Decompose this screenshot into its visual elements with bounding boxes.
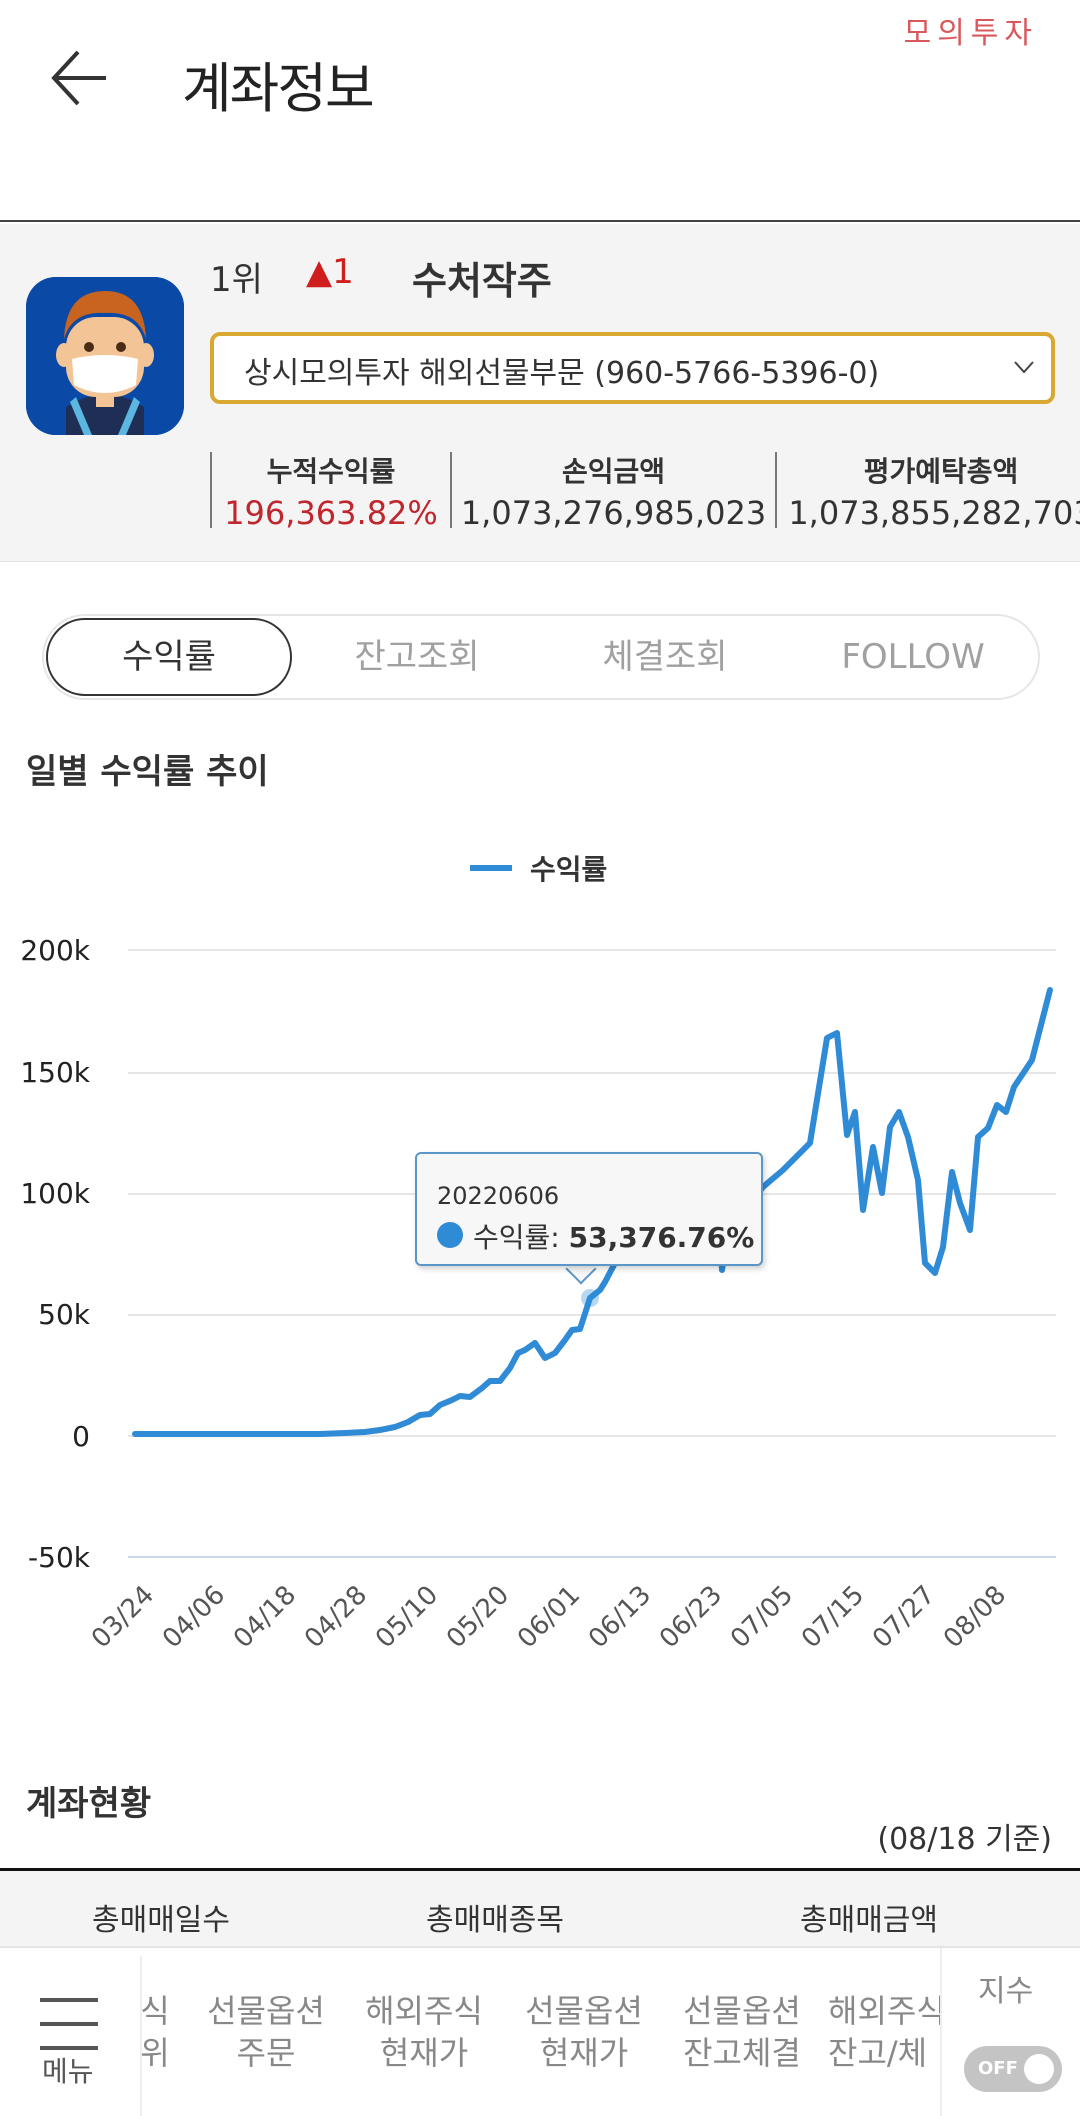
back-button[interactable] bbox=[48, 42, 118, 112]
metric-value: 1,073,276,985,023 bbox=[460, 494, 767, 532]
menu-button[interactable]: 메뉴 bbox=[0, 1948, 140, 2116]
index-label: 지수 bbox=[978, 1974, 1034, 2009]
nav-item-overseas-stock-balance[interactable]: 해외주식 잔고/체 bbox=[828, 1992, 940, 2072]
tab-executions[interactable]: 체결조회 bbox=[602, 637, 728, 677]
account-select[interactable]: 상시모의투자 해외선물부문 (960-5766-5396-0) bbox=[210, 332, 1055, 404]
index-toggle[interactable]: OFF bbox=[964, 2046, 1062, 2092]
avatar bbox=[26, 277, 184, 435]
y-tick-label: -50k bbox=[28, 1541, 90, 1574]
masked-person-avatar-icon bbox=[26, 277, 184, 435]
y-tick-label: 0 bbox=[72, 1420, 90, 1453]
tooltip-series-label: 수익률: bbox=[473, 1221, 560, 1254]
nav-item-overseas-stock-price[interactable]: 해외주식 현재가 bbox=[365, 1992, 483, 2072]
nav-item-futures-price[interactable]: 선물옵션 현재가 bbox=[525, 1992, 643, 2072]
nickname: 수처작주 bbox=[412, 259, 552, 303]
arrow-left-icon bbox=[51, 50, 106, 106]
metric-total-deposit: 평가예탁총액 1,073,855,282,703 bbox=[775, 452, 1080, 532]
chart-tooltip: 20220606 수익률: 53,376.76% bbox=[415, 1152, 763, 1266]
nav-item-partial[interactable]: 식 위 bbox=[140, 1992, 170, 2072]
page-title: 계좌정보 bbox=[182, 57, 375, 120]
chevron-down-icon bbox=[1014, 361, 1034, 374]
highlighted-point bbox=[581, 1289, 599, 1307]
tab-follow[interactable]: FOLLOW bbox=[841, 637, 985, 677]
y-tick-label: 200k bbox=[20, 934, 90, 967]
metric-value: 1,073,855,282,703 bbox=[788, 494, 1080, 532]
tooltip-label: 수익률: 53,376.76% bbox=[473, 1216, 754, 1256]
tab-return[interactable]: 수익률 bbox=[46, 618, 292, 696]
metric-cumulative-return: 누적수익률 196,363.82% bbox=[210, 452, 450, 532]
account-status-title: 계좌현황 bbox=[26, 1784, 152, 1824]
legend-swatch bbox=[470, 865, 512, 871]
tooltip-date: 20220606 bbox=[437, 1182, 560, 1210]
menu-label: 메뉴 bbox=[42, 2055, 94, 2088]
y-tick-label: 100k bbox=[20, 1177, 90, 1210]
y-tick-label: 50k bbox=[38, 1298, 90, 1331]
metric-label: 손익금액 bbox=[561, 455, 666, 488]
tab-balance[interactable]: 잔고조회 bbox=[354, 637, 480, 677]
toggle-state: OFF bbox=[978, 2058, 1018, 2079]
y-tick-label: 150k bbox=[20, 1056, 90, 1089]
tooltip-value: 53,376.76% bbox=[568, 1221, 755, 1254]
account-select-value: 상시모의투자 해외선물부문 (960-5766-5396-0) bbox=[244, 356, 880, 391]
chart-section-title: 일별 수익률 추이 bbox=[26, 752, 269, 792]
nav-item-futures-balance[interactable]: 선물옵션 잔고체결 bbox=[683, 1992, 801, 2072]
metric-label: 평가예탁총액 bbox=[863, 455, 1019, 488]
legend-label: 수익률 bbox=[530, 853, 608, 886]
account-status-header: 총매매일수 총매매종목 총매매금액 bbox=[0, 1868, 1080, 1948]
rank: 1위 bbox=[210, 260, 263, 300]
app-header: 계좌정보 모의투자 bbox=[0, 0, 1080, 222]
column-header: 총매매일수 bbox=[92, 1903, 230, 1938]
nav-item-futures-order[interactable]: 선물옵션 주문 bbox=[207, 1992, 325, 2072]
index-panel: 지수 OFF bbox=[940, 1948, 1080, 2116]
metric-value: 196,363.82% bbox=[224, 494, 438, 532]
tab-bar: 수익률 잔고조회 체결조회 FOLLOW bbox=[42, 614, 1040, 700]
as-of-date: (08/18 기준) bbox=[877, 1822, 1052, 1857]
series-dot-icon bbox=[437, 1222, 463, 1248]
mock-investment-badge: 모의투자 bbox=[903, 16, 1038, 51]
column-header: 총매매금액 bbox=[800, 1903, 938, 1938]
rank-change: ▲1 bbox=[306, 252, 354, 292]
column-header: 총매매종목 bbox=[426, 1903, 564, 1938]
metric-profit-amount: 손익금액 1,073,276,985,023 bbox=[450, 452, 775, 532]
chart-legend[interactable]: 수익률 bbox=[470, 848, 607, 888]
bottom-nav: 메뉴 식 위 선물옵션 주문 해외주식 현재가 선물옵션 현재가 선물옵션 잔고… bbox=[0, 1948, 1080, 2116]
line-chart[interactable] bbox=[0, 0, 1080, 1700]
divider bbox=[140, 1956, 142, 2116]
profile-panel: 1위 ▲1 수처작주 상시모의투자 해외선물부문 (960-5766-5396-… bbox=[0, 224, 1080, 562]
metric-label: 누적수익률 bbox=[266, 455, 396, 488]
toggle-knob bbox=[1024, 2054, 1054, 2084]
